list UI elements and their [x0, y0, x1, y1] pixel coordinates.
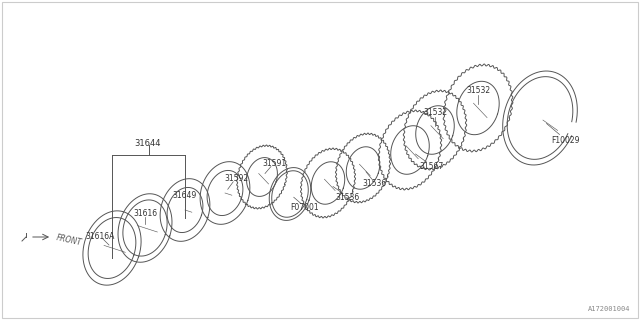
Text: 31532: 31532 — [423, 108, 447, 116]
Text: 31592: 31592 — [224, 173, 248, 182]
Text: 31616A: 31616A — [85, 231, 115, 241]
Text: 31644: 31644 — [135, 139, 161, 148]
Text: F10029: F10029 — [552, 135, 580, 145]
Text: 31616: 31616 — [133, 209, 157, 218]
Text: 31649: 31649 — [173, 190, 197, 199]
Text: 31536: 31536 — [363, 179, 387, 188]
Text: 31591: 31591 — [262, 158, 286, 167]
Text: F07001: F07001 — [291, 203, 319, 212]
Text: FRONT: FRONT — [55, 233, 83, 247]
Text: 31536: 31536 — [336, 193, 360, 202]
Text: 31532: 31532 — [466, 85, 490, 94]
Text: A172001004: A172001004 — [588, 306, 630, 312]
Text: 31567: 31567 — [420, 162, 444, 171]
